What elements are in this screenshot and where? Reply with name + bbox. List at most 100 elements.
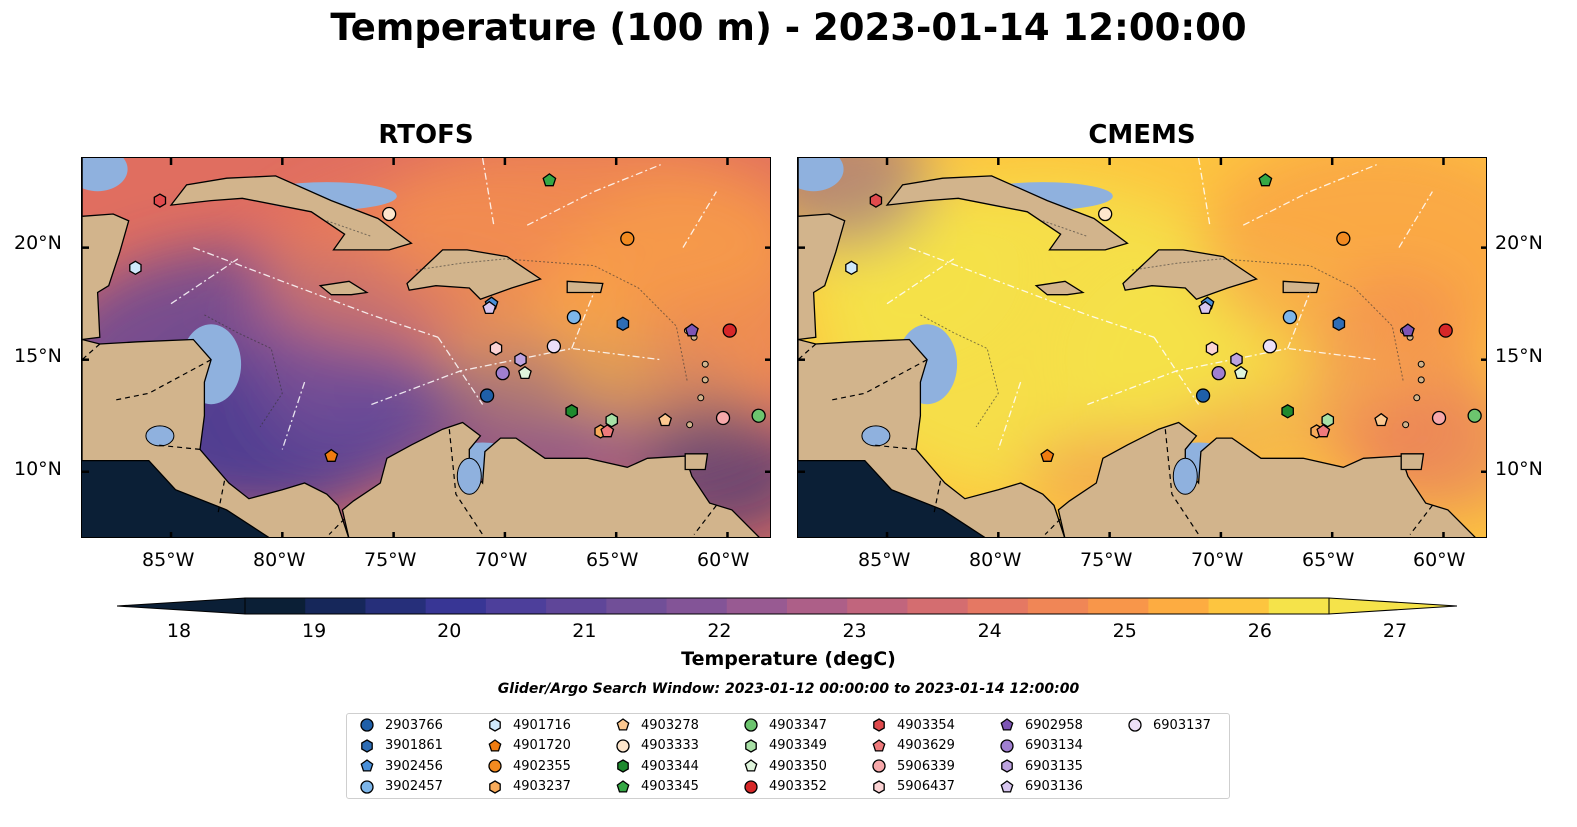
legend-marker-icon — [616, 738, 630, 753]
legend-marker-5906339 — [872, 759, 886, 773]
colorbar-segment — [245, 598, 306, 614]
colorbar-segment — [1268, 598, 1330, 614]
float-marker-4901720 — [1040, 448, 1055, 462]
lake-nicaragua — [145, 425, 175, 447]
colorbar-tick-label: 19 — [302, 620, 327, 642]
float-marker-4903349 — [605, 412, 619, 428]
puerto-rico-land — [566, 280, 604, 294]
yucatan-land — [82, 158, 130, 341]
float-marker-3902457 — [1282, 309, 1298, 325]
legend-marker-icon — [617, 759, 629, 773]
legend-marker-6903134 — [1000, 738, 1014, 753]
colorbar-segment — [485, 598, 547, 614]
legend-item-4903278: 4903278 — [615, 716, 699, 734]
legend-marker-4903629 — [872, 738, 886, 752]
legend-marker-6903137 — [1128, 718, 1142, 732]
legend-label: 3902457 — [385, 779, 443, 794]
legend-marker-icon — [1000, 779, 1014, 793]
float-marker-4903344 — [1281, 404, 1294, 419]
legend-item-4903349: 4903349 — [743, 737, 827, 755]
legend-label: 4903278 — [641, 717, 699, 733]
float-marker-4903347 — [1467, 408, 1482, 423]
legend-label: 3902456 — [385, 758, 443, 774]
eez-boundary — [886, 258, 955, 305]
legend-marker-4903347 — [744, 718, 758, 732]
float-marker-5906339 — [715, 410, 731, 426]
colorbar-tick-label: 18 — [166, 620, 192, 642]
legend-item-4903354: 4903354 — [871, 716, 955, 734]
float-marker-4903333 — [382, 206, 397, 222]
south-america-land — [341, 421, 760, 537]
legend-label: 6903134 — [1025, 738, 1083, 753]
country-border — [1164, 429, 1200, 535]
shelf-yucatan — [798, 158, 844, 192]
float-marker-6903134 — [1211, 366, 1226, 381]
legend-item-5906437: 5906437 — [871, 778, 955, 796]
colorbar-segment — [847, 598, 908, 614]
yucatan-land — [798, 158, 846, 341]
antilles-island — [701, 376, 709, 384]
legend-marker-3902456 — [360, 759, 374, 772]
legend-item-4903350: 4903350 — [743, 757, 827, 775]
legend-item-4901720: 4901720 — [487, 737, 571, 755]
legend-label: 4903349 — [769, 738, 827, 753]
antilles-island — [1417, 376, 1425, 384]
legend-marker-icon — [361, 738, 373, 753]
legend-item-3902457: 3902457 — [359, 778, 443, 796]
map-panel-rtofs[interactable] — [81, 157, 771, 538]
colorbar-segment — [1027, 598, 1089, 614]
float-marker-6902958 — [1400, 323, 1415, 337]
legend-label: 4903347 — [769, 717, 827, 733]
pacific-coastline — [82, 459, 270, 537]
colorbar-tick-label: 23 — [842, 620, 867, 642]
float-marker-4903352 — [1438, 323, 1453, 338]
legend-marker-4901720 — [488, 738, 502, 752]
antilles-island — [701, 360, 709, 368]
country-border — [831, 359, 928, 401]
float-marker-6903134 — [495, 366, 510, 381]
colorbar-segment — [305, 598, 366, 614]
colorbar-segment — [546, 598, 607, 614]
float-marker-4903354 — [869, 193, 883, 208]
legend-item-6903135: 6903135 — [999, 757, 1083, 775]
colorbar-tick-label: 26 — [1247, 620, 1272, 642]
float-marker-6903137 — [546, 339, 562, 354]
float-marker-4902355 — [1336, 231, 1351, 246]
map-canvas-cmems — [798, 158, 1486, 537]
search-window-caption: Glider/Argo Search Window: 2023-01-12 00… — [497, 681, 1080, 697]
country-border — [871, 444, 917, 450]
float-marker-2903766 — [1195, 388, 1211, 403]
map-panel-cmems[interactable] — [797, 157, 1487, 538]
float-marker-3902457 — [566, 309, 582, 325]
eez-boundary — [170, 258, 239, 305]
colorbar-tick-label: 27 — [1382, 620, 1408, 642]
legend-marker-icon — [360, 718, 374, 732]
legend-label: 5906437 — [897, 779, 955, 794]
south-america-land — [1057, 421, 1476, 537]
pacific-ocean-overlay — [798, 460, 985, 537]
country-border — [448, 429, 484, 535]
legend-marker-icon — [1128, 718, 1142, 732]
cuba-land — [885, 175, 1129, 251]
float-marker-2903766 — [479, 388, 495, 403]
lon-label-70w-b: 70°W — [1191, 549, 1244, 571]
antilles-island — [1402, 421, 1410, 429]
eez-boundary — [682, 191, 717, 248]
legend-marker-icon — [488, 738, 502, 752]
legend-label: 4903345 — [641, 779, 699, 794]
country-border — [155, 444, 201, 450]
legend-marker-icon — [872, 738, 886, 752]
shelf-yucatan — [82, 158, 128, 192]
jamaica-land — [1034, 280, 1085, 296]
lon-label-85w-b: 85°W — [858, 549, 911, 571]
colorbar-segment — [726, 598, 788, 614]
colorbar-segment — [967, 598, 1029, 614]
legend-marker-icon — [1000, 738, 1014, 753]
eez-boundary — [571, 292, 595, 349]
colorbar-segment — [1088, 598, 1149, 614]
legend-marker-4903354 — [873, 718, 885, 732]
legend-label: 4903344 — [641, 758, 699, 774]
legend-item-3901861: 3901861 — [359, 737, 443, 755]
float-marker-5906437 — [1205, 341, 1219, 356]
float-marker-4903354 — [153, 193, 167, 208]
